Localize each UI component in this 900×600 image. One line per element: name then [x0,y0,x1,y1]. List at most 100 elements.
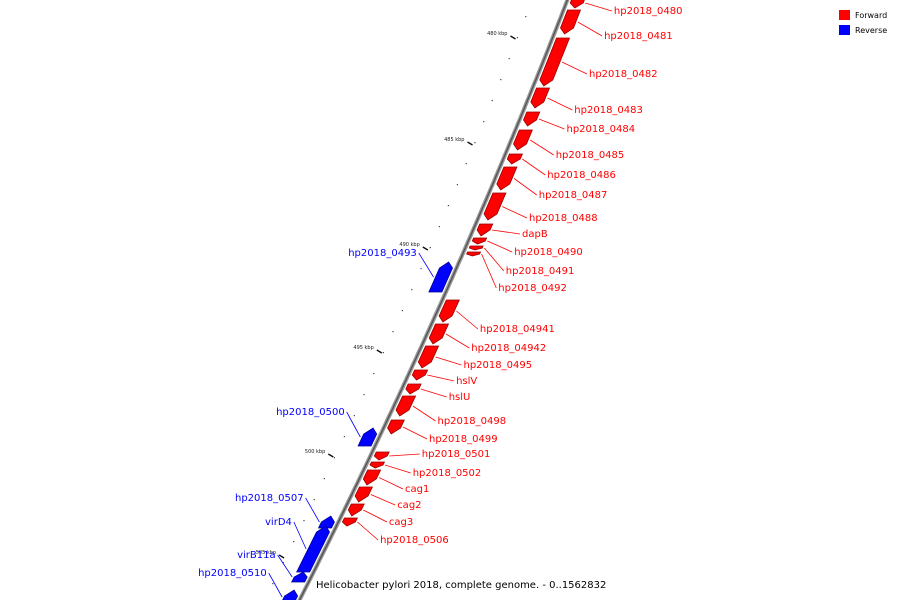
scale-minor-tick [456,184,458,186]
scale-minor-tick [508,58,510,60]
gene-labels: hp2018_0480 hp2018_0481 hp2018_0482 hp2018_… [198,2,683,598]
gene-leader-line [370,494,396,506]
gene-feature-hp2018-0501[interactable] [373,451,390,461]
gene-feature-hp2018-0500[interactable] [357,427,378,447]
gene-feature-hslv[interactable] [411,369,429,381]
scale-tick-label: 490 kbp [399,242,419,248]
legend-label-reverse: Reverse [855,26,887,35]
gene-label-hp2018-0488[interactable]: hp2018_0488 [529,213,598,224]
gene-feature-cag1[interactable] [362,469,382,486]
gene-feature-hp2018-0492[interactable] [466,251,482,257]
gene-feature-hp2018-0506[interactable] [341,517,359,527]
gene-feature-hp2018-0507[interactable] [317,515,335,529]
gene-feature-vird4[interactable] [296,525,330,573]
gene-label-hp2018-0485[interactable]: hp2018_0485 [556,150,625,161]
gene-feature-dapb[interactable] [476,223,494,237]
gene-leader-line [445,333,470,349]
gene-feature-hp2018-0481[interactable] [560,9,582,35]
gene-label-hp2018-0498[interactable]: hp2018_0498 [438,416,507,427]
scale-major-tick [327,453,334,458]
gene-label-hp2018-0481[interactable]: hp2018_0481 [604,31,673,42]
scale-major-tick [422,246,429,251]
gene-feature-hp2018-0486[interactable] [506,153,524,165]
gene-leader-line [346,411,361,438]
scale-minor-tick [516,37,519,39]
gene-label-hp2018-0507[interactable]: hp2018_0507 [235,493,304,504]
scale-major-tick [467,141,473,146]
genome-backbone-shadow [297,0,570,600]
gene-feature-hp2018-0483[interactable] [530,87,551,109]
gene-feature-hp2018-0495[interactable] [417,345,440,369]
scale-minor-tick [474,142,476,144]
scale-minor-tick [353,415,355,417]
gene-label-hp2018-0483[interactable]: hp2018_0483 [574,105,643,116]
gene-label-hp2018-0491[interactable]: hp2018_0491 [506,266,575,277]
gene-label-hp2018-0506[interactable]: hp2018_0506 [380,535,449,546]
scale-minor-tick [447,205,449,207]
gene-label-hp2018-0501[interactable]: hp2018_0501 [422,449,491,460]
gene-label-hp2018-0482[interactable]: hp2018_0482 [589,69,658,80]
gene-leader-line [384,464,411,474]
gene-label-hp2018-04942[interactable]: hp2018_04942 [471,343,546,354]
gene-label-hp2018-0499[interactable]: hp2018_0499 [429,434,498,445]
gene-feature-hp2018-0510[interactable] [281,589,299,600]
gene-label-hp2018-0493[interactable]: hp2018_0493 [348,248,417,259]
gene-label-hslv[interactable]: hslV [456,376,477,387]
gene-leader-line [481,253,497,289]
gene-leader-line [483,247,505,272]
gene-feature-hslu[interactable] [405,383,422,395]
gene-leader-line [538,118,565,130]
gene-label-hp2018-0486[interactable]: hp2018_0486 [547,170,616,181]
gene-feature-hp2018-0490[interactable] [471,237,488,245]
gene-feature-hp2018-0482[interactable] [539,37,571,87]
gene-label-virb11a[interactable]: virB11a [237,550,276,561]
gene-label-hp2018-0495[interactable]: hp2018_0495 [464,360,533,371]
gene-feature-hp2018-0484[interactable] [523,111,541,127]
gene-feature-hp2018-0491[interactable] [468,245,484,251]
gene-label-hp2018-0510[interactable]: hp2018_0510 [198,568,267,579]
gene-leader-line [435,356,462,366]
gene-feature-cag3[interactable] [347,503,365,517]
gene-feature-hp2018-0498[interactable] [395,395,417,417]
gene-label-hp2018-0484[interactable]: hp2018_0484 [567,124,636,135]
gene-label-hp2018-0492[interactable]: hp2018_0492 [498,283,567,294]
scale-minor-tick [303,520,305,522]
gene-feature-hp2018-04942[interactable] [428,323,450,345]
gene-label-vird4[interactable]: virD4 [265,517,292,528]
gene-label-dapb[interactable]: dapB [522,229,548,240]
gene-feature-hp2018-0499[interactable] [387,419,405,435]
gene-label-hp2018-0490[interactable]: hp2018_0490 [514,247,583,258]
gene-label-hp2018-0500[interactable]: hp2018_0500 [276,407,345,418]
gene-feature-cag2[interactable] [354,486,374,503]
gene-leader-line [293,521,307,550]
gene-feature-virb11a[interactable] [291,571,308,583]
gene-label-cag2[interactable]: cag2 [397,500,421,511]
scale-tick-label: 505 kbp [256,550,276,556]
scale-minor-tick [401,310,403,312]
genome-backbone [298,0,569,600]
gene-leader-line [420,388,447,398]
gene-feature-hp2018-0487[interactable] [496,166,518,191]
gene-feature-hp2018-0480[interactable] [569,0,585,9]
gene-leader-line [577,21,603,37]
gene-feature-hp2018-0485[interactable] [513,129,533,151]
scale-minor-tick [373,373,375,375]
gene-label-cag3[interactable]: cag3 [389,517,413,528]
gene-label-hslu[interactable]: hslU [449,392,471,403]
gene-label-hp2018-0502[interactable]: hp2018_0502 [413,468,482,479]
gene-feature-hp2018-0493[interactable] [428,261,453,293]
legend: Forward Reverse [839,10,887,35]
gene-feature-hp2018-0488[interactable] [483,192,507,221]
gene-label-hp2018-04941[interactable]: hp2018_04941 [480,324,555,335]
map-caption: Helicobacter pylori 2018, complete genom… [316,580,606,591]
gene-label-cag1[interactable]: cag1 [405,484,429,495]
gene-label-hp2018-0487[interactable]: hp2018_0487 [539,190,608,201]
gene-leader-line [513,178,538,196]
gene-leader-line [305,497,320,523]
scale-minor-tick [429,247,431,249]
gene-label-hp2018-0480[interactable]: hp2018_0480 [614,6,683,17]
gene-feature-hp2018-0502[interactable] [369,461,386,469]
gene-leader-line [427,374,455,382]
gene-feature-hp2018-04941[interactable] [438,299,460,323]
